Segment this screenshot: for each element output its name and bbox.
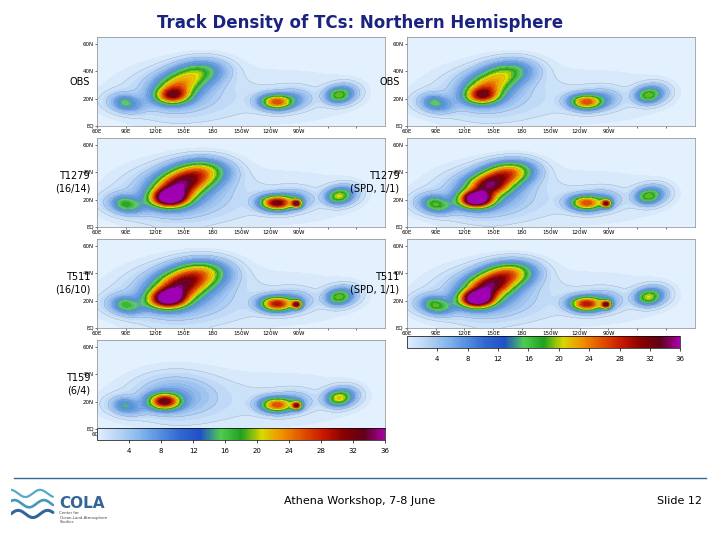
Text: T1279
(SPD, 1/1): T1279 (SPD, 1/1): [351, 171, 400, 194]
Text: COLA: COLA: [60, 496, 105, 511]
Text: Center for
Ocean-Land-Atmosphere
Studies: Center for Ocean-Land-Atmosphere Studies: [60, 511, 108, 524]
Text: Slide 12: Slide 12: [657, 496, 702, 506]
Text: T511
(16/10): T511 (16/10): [55, 272, 90, 295]
Text: T1279
(16/14): T1279 (16/14): [55, 171, 90, 194]
Text: T159
(6/4): T159 (6/4): [66, 373, 90, 396]
Text: OBS: OBS: [379, 77, 400, 86]
Text: T511
(SPD, 1/1): T511 (SPD, 1/1): [351, 272, 400, 295]
Text: Track Density of TCs: Northern Hemisphere: Track Density of TCs: Northern Hemispher…: [157, 14, 563, 31]
Text: Athena Workshop, 7-8 June: Athena Workshop, 7-8 June: [284, 496, 436, 506]
Text: OBS: OBS: [70, 77, 90, 86]
